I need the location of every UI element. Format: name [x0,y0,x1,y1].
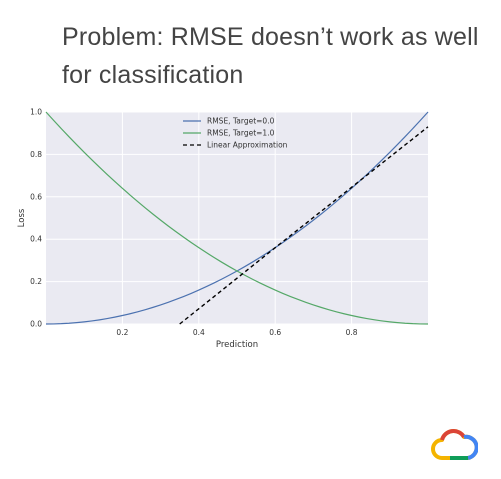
legend-label: Linear Approximation [207,141,288,150]
x-tick-label: 0.6 [269,328,281,337]
y-tick-labels: 0.0 0.2 0.4 0.6 0.8 1.0 [30,108,42,329]
grid-lines [46,111,428,325]
slide-title: Problem: RMSE doesn’t work as well for c… [62,23,479,89]
series-lines [45,111,429,325]
series-line-2 [179,126,429,325]
x-tick-label: 0.4 [193,328,205,337]
legend-label: RMSE, Target=1.0 [207,129,275,138]
cloud-logo-icon [431,429,478,460]
y-tick-label: 0.6 [30,192,42,201]
y-tick-label: 0.2 [30,277,42,286]
x-axis-label: Prediction [216,340,258,350]
legend: RMSE, Target=0.0 RMSE, Target=1.0 Linear A… [183,117,288,150]
x-tick-label: 0.2 [116,328,128,337]
y-tick-label: 1.0 [30,108,42,117]
y-tick-label: 0.4 [30,235,42,244]
loss-chart: 0.2 0.4 0.6 0.8 0.0 0.2 0.4 0.6 0.8 1.0 Predicti… [17,108,429,350]
y-tick-label: 0.0 [30,320,42,329]
x-tick-labels: 0.2 0.4 0.6 0.8 [116,328,357,337]
y-axis-label: Loss [17,208,27,227]
plot-area [46,112,428,324]
x-tick-label: 0.8 [346,328,358,337]
legend-label: RMSE, Target=0.0 [207,117,275,126]
series-line-1 [45,111,429,325]
y-tick-label: 0.8 [30,150,42,159]
